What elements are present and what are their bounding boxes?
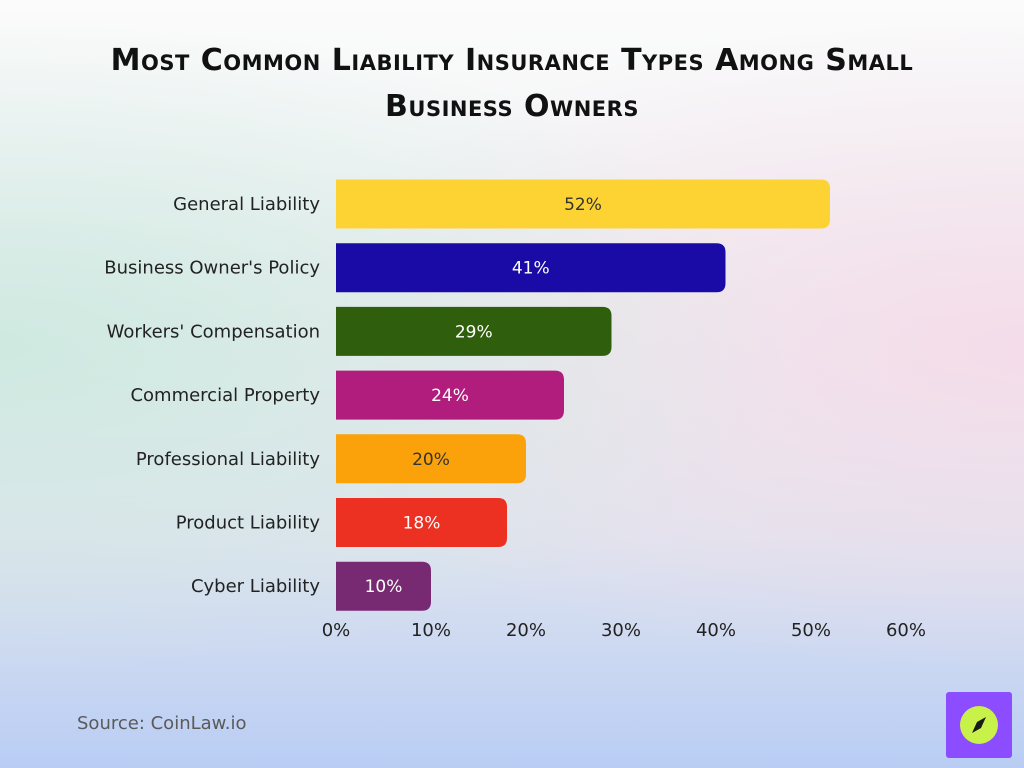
category-label: Cyber Liability: [191, 576, 320, 597]
data-label: 29%: [455, 322, 493, 342]
chart-title: Most Common Liability Insurance Types Am…: [110, 43, 914, 124]
data-label: 52%: [564, 195, 602, 215]
x-tick-label: 60%: [886, 620, 926, 641]
category-label: Professional Liability: [136, 449, 320, 470]
bar: [336, 498, 507, 547]
source-text: Source: CoinLaw.io: [77, 713, 247, 734]
x-tick-label: 40%: [696, 620, 736, 641]
data-label: 24%: [431, 386, 469, 406]
category-label: Product Liability: [176, 513, 321, 534]
x-tick-label: 20%: [506, 620, 546, 641]
x-tick-label: 30%: [601, 620, 641, 641]
data-label: 18%: [403, 514, 441, 534]
category-label: Workers' Compensation: [107, 321, 320, 342]
data-label: 41%: [512, 259, 550, 279]
x-tick-label: 50%: [791, 620, 831, 641]
category-label: General Liability: [173, 194, 320, 215]
bar: [336, 561, 431, 611]
bar: [336, 434, 526, 484]
bar: [336, 243, 726, 293]
data-label: 20%: [412, 450, 450, 470]
x-tick-label: 10%: [411, 620, 451, 641]
category-label: Business Owner's Policy: [104, 258, 320, 279]
compass-icon: [960, 706, 998, 744]
logo: [946, 692, 1012, 758]
bar: [336, 179, 830, 229]
x-tick-label: 0%: [322, 620, 351, 641]
bar: [336, 306, 612, 356]
category-label: Commercial Property: [130, 385, 320, 406]
bar: [336, 370, 564, 420]
data-label: 10%: [365, 577, 403, 597]
